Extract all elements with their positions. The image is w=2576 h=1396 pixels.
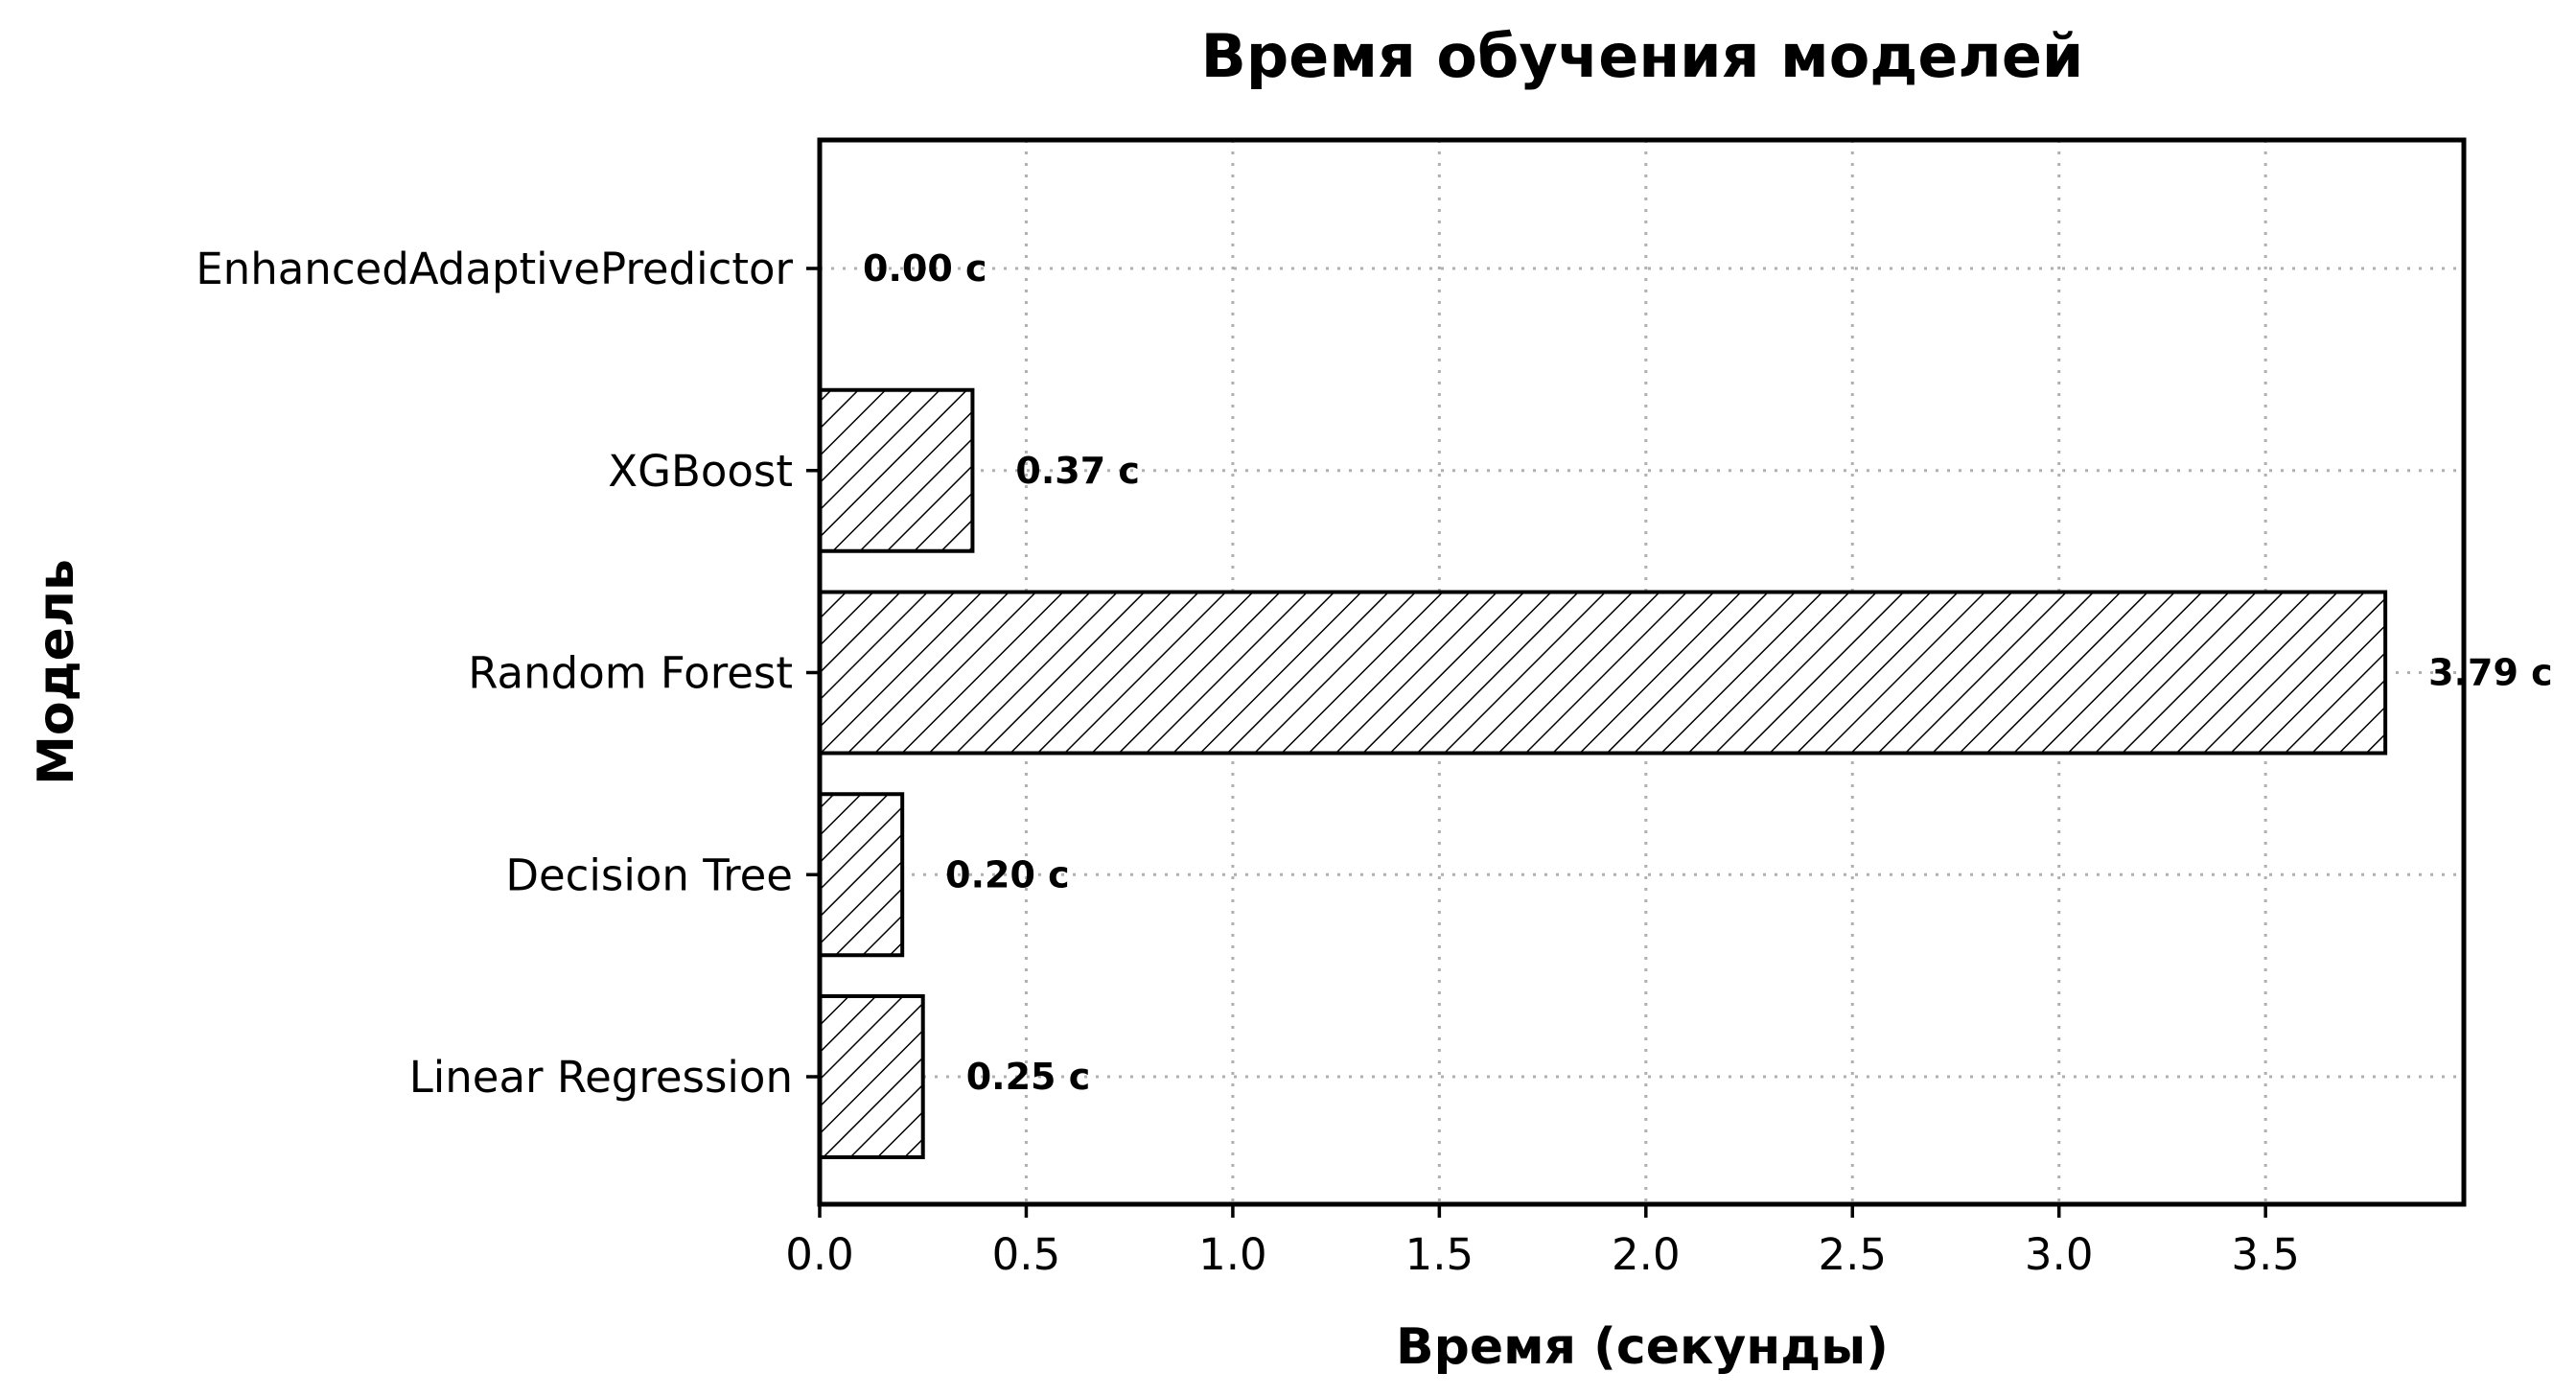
x-tick-label: 1.5 <box>1405 1229 1474 1280</box>
y-axis-ticks: Linear Regression Decision Tree Random For… <box>196 244 820 1103</box>
x-tick-label: 0.5 <box>992 1229 1061 1280</box>
bar <box>818 994 925 1159</box>
x-tick-label: 1.0 <box>1198 1229 1267 1280</box>
bar <box>818 387 975 553</box>
x-axis-ticks: 0.0 0.5 1.0 1.5 2.0 2.5 3.0 3.5 <box>785 1204 2300 1280</box>
data-labels: 0.25 с 0.20 с 3.79 с 0.37 с 0.00 с <box>863 247 2553 1098</box>
chart-title: Время обучения моделей <box>1201 21 2084 91</box>
y-axis-label: Модель <box>28 559 85 785</box>
y-tick-label: XGBoost <box>608 446 793 497</box>
y-tick-label: EnhancedAdaptivePredictor <box>196 244 793 294</box>
x-tick-label: 2.5 <box>1818 1229 1887 1280</box>
y-tick-label: Random Forest <box>468 648 793 699</box>
data-label: 0.37 с <box>1015 450 1140 492</box>
plot-frame <box>817 137 2467 1207</box>
data-label: 0.00 с <box>863 247 987 290</box>
x-tick-label: 3.5 <box>2231 1229 2300 1280</box>
y-tick-label: Linear Regression <box>409 1052 793 1103</box>
y-tick-label: Decision Tree <box>505 849 793 900</box>
x-axis-label: Время (секунды) <box>1396 1318 1889 1376</box>
bar <box>818 590 2388 756</box>
bars <box>818 387 2388 1159</box>
x-tick-label: 2.0 <box>1612 1229 1681 1280</box>
x-tick-label: 0.0 <box>785 1229 854 1280</box>
bar <box>818 792 905 958</box>
data-label: 3.79 с <box>2428 652 2553 694</box>
data-label: 0.25 с <box>966 1056 1091 1098</box>
x-tick-label: 3.0 <box>2025 1229 2094 1280</box>
data-label: 0.20 с <box>945 853 1070 896</box>
